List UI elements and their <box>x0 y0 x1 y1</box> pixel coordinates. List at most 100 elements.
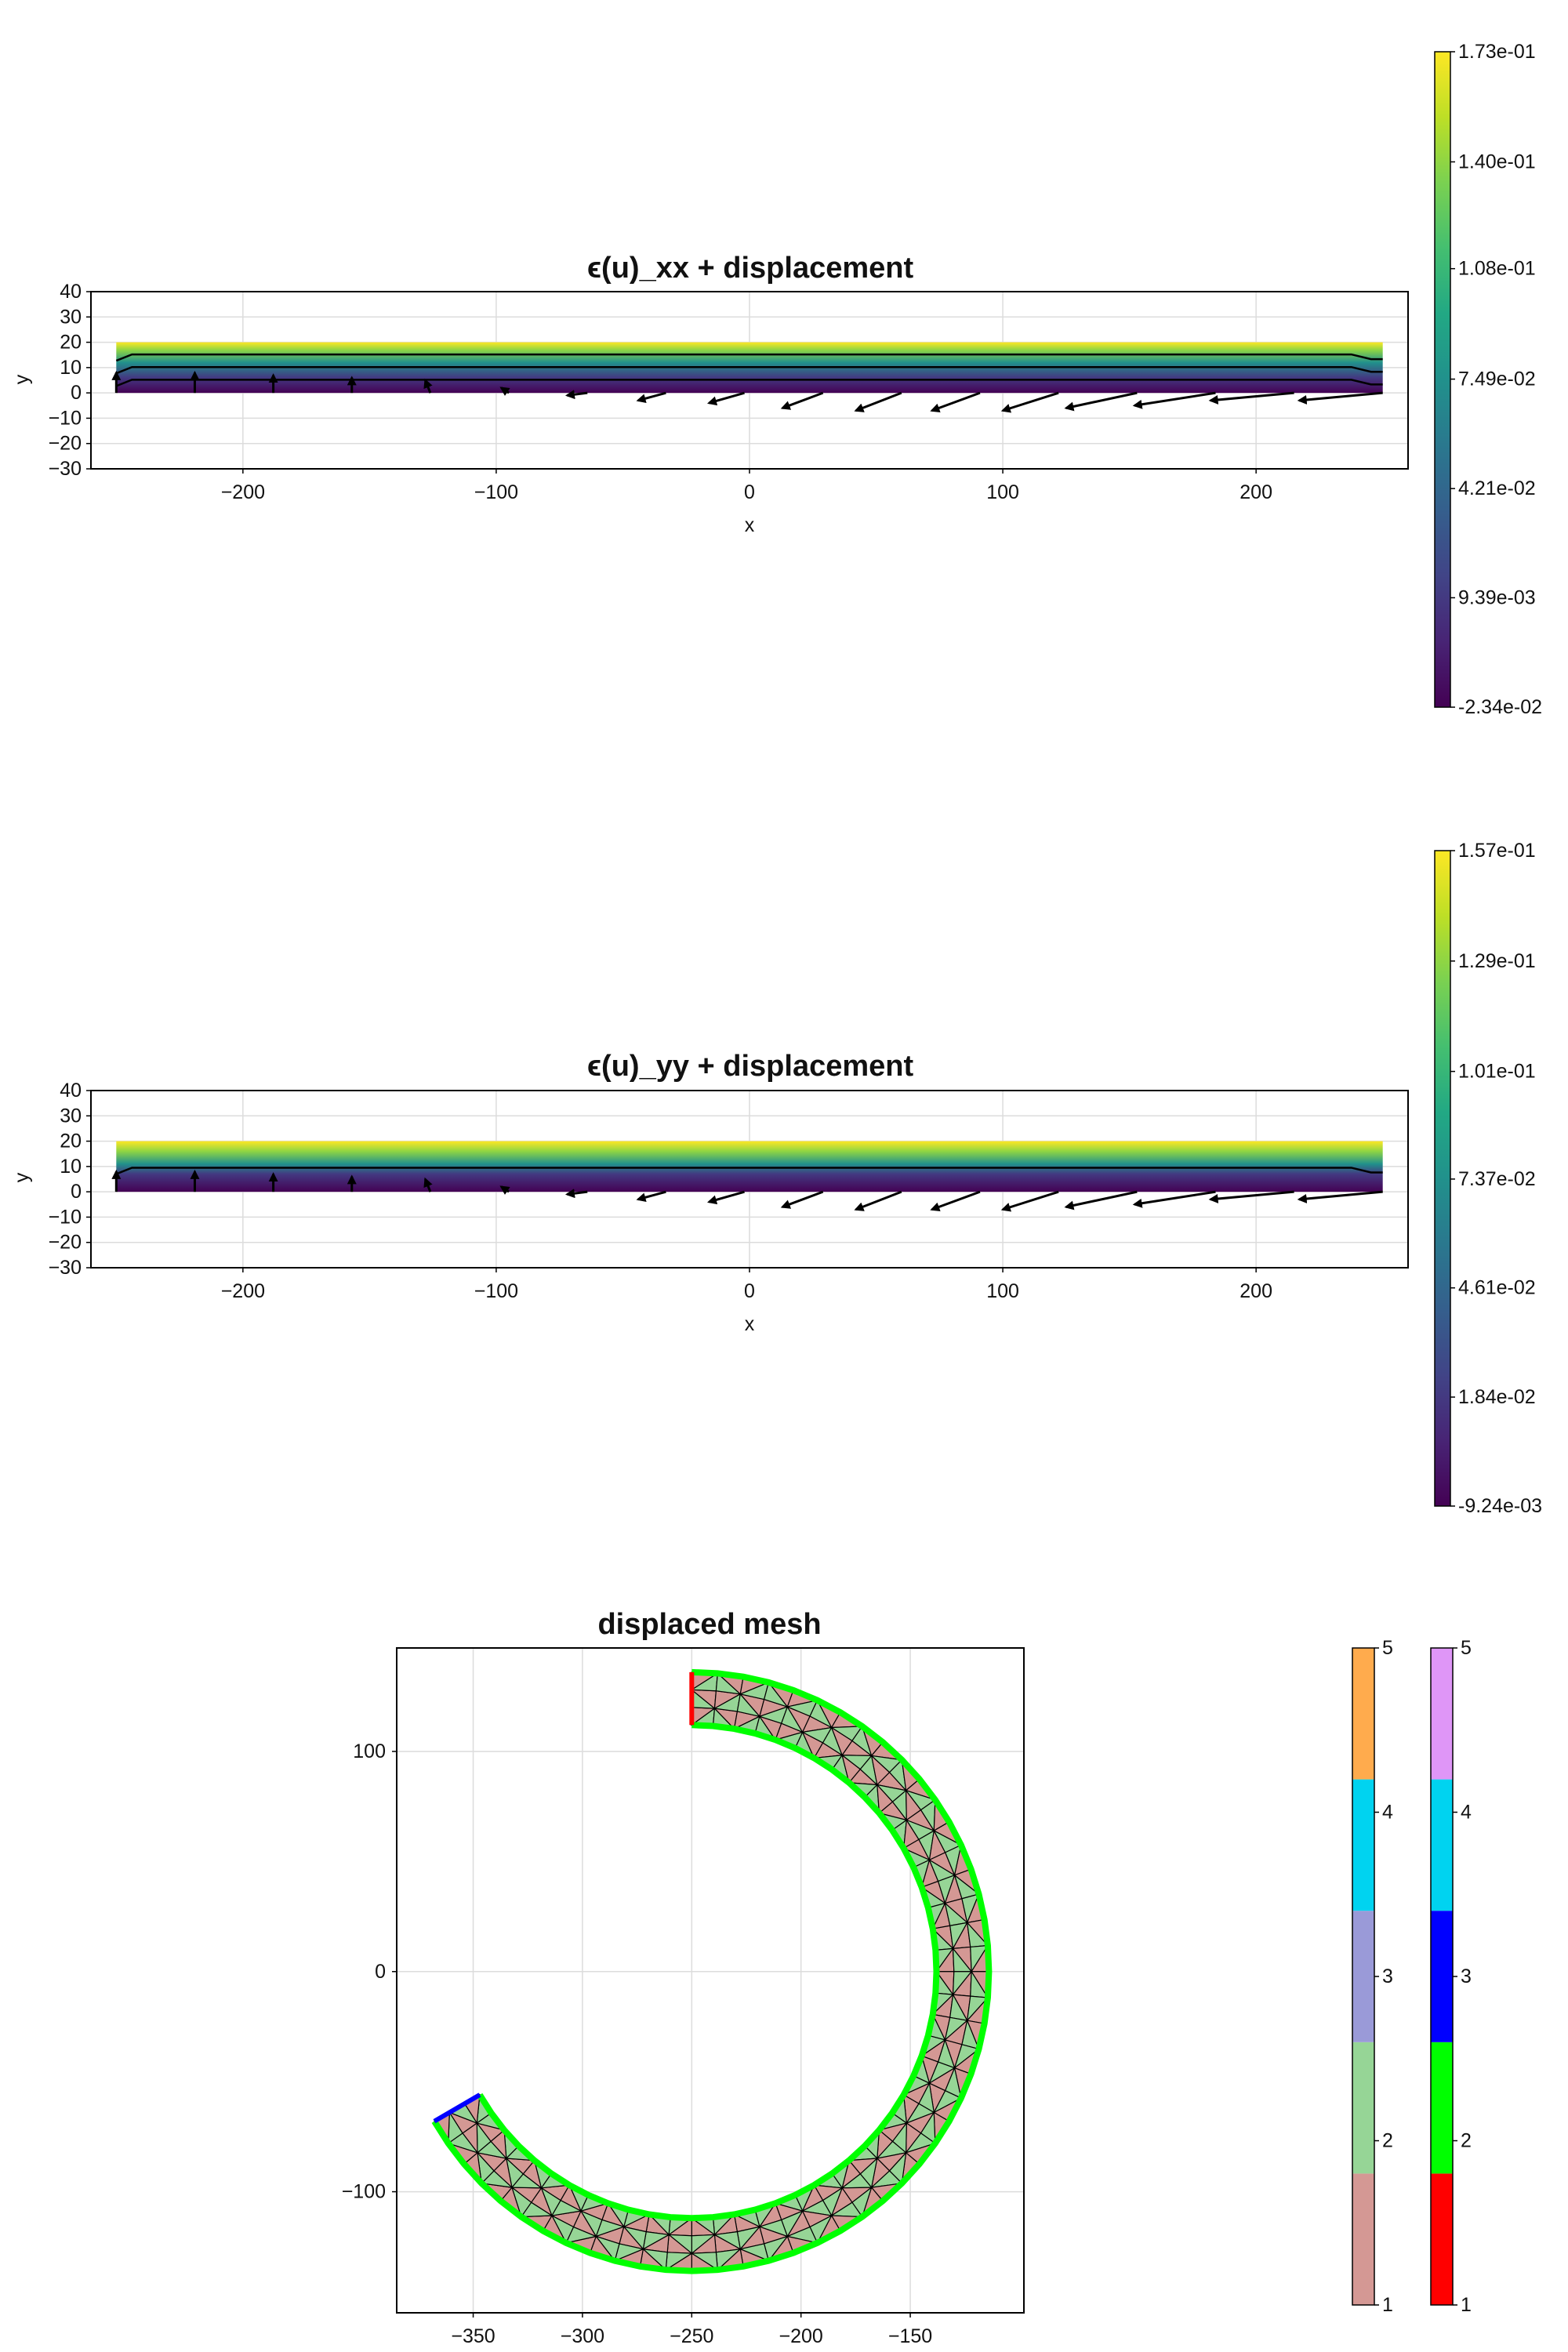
x-tick-label: 100 <box>986 1280 1019 1302</box>
y-axis-label: y <box>11 1172 33 1182</box>
colorbar-segment <box>1431 1648 1453 1780</box>
cell-colorbar: 1 2 3 4 5 <box>1352 1637 1393 2316</box>
colorbar-tick-label: 4 <box>1461 1802 1472 1824</box>
displacement-arrow <box>780 391 824 410</box>
y-tick-label: 0 <box>71 1181 82 1203</box>
x-axis-label: x <box>745 514 755 536</box>
displacement-arrows <box>111 1169 1383 1212</box>
displacement-arrow <box>930 1190 981 1212</box>
colorbar <box>1434 850 1451 1507</box>
strain-xx-panel: ϵ(u)_xx + displacement −200 −100 0 100 200 4… <box>11 41 1542 718</box>
colorbar-segment <box>1352 2173 1374 2305</box>
x-tick-label: −350 <box>451 2325 495 2347</box>
y-tick-label: 30 <box>60 1105 82 1127</box>
displacement-arrow <box>423 1177 433 1192</box>
x-tick-label: −150 <box>888 2325 932 2347</box>
field-plot <box>115 1141 1383 1192</box>
contour-line <box>115 379 1383 387</box>
colorbar-tick-label: 4 <box>1382 1802 1393 1824</box>
x-tick-labels: −200 −100 0 100 200 <box>221 1268 1272 1302</box>
strain-yy-panel: ϵ(u)_yy + displacement −200 −100 0 100 200 4… <box>11 840 1542 1517</box>
displacement-arrow <box>1000 1190 1059 1212</box>
chart-title: ϵ(u)_yy + displacement <box>587 1050 914 1083</box>
colorbar-tick-label: 1.84e-02 <box>1458 1386 1536 1408</box>
colorbar-tick-labels: -9.24e-03 1.84e-02 4.61e-02 7.37e-02 1.01e-0… <box>1450 840 1542 1517</box>
y-tick-label: 0 <box>71 382 82 404</box>
colorbar-segment <box>1431 2042 1453 2174</box>
x-tick-label: 0 <box>744 1280 755 1302</box>
colorbar-segment <box>1431 2173 1453 2305</box>
colorbar-tick-label: 3 <box>1382 1965 1393 1987</box>
y-tick-labels: 40 30 20 10 0 −10 −20 −30 <box>49 281 91 480</box>
x-tick-label: −100 <box>474 481 518 503</box>
colorbar-tick-label: 1.40e-01 <box>1458 151 1536 172</box>
field-plot <box>115 342 1383 394</box>
x-axis-label: x <box>745 1313 755 1335</box>
plot-frame <box>396 1647 1025 2314</box>
mesh-panel: displaced mesh −350 −300 −250 −200 −150 100 0… <box>342 1608 1472 2347</box>
colorbar-segment <box>1352 1779 1374 1911</box>
strain-field <box>116 1141 1383 1192</box>
displacement-arrow <box>423 378 433 394</box>
displacement-arrow <box>706 1190 745 1205</box>
x-tick-label: −300 <box>561 2325 604 2347</box>
x-tick-label: 0 <box>744 481 755 503</box>
y-tick-labels: 100 0 −100 <box>342 1740 397 2203</box>
chart-title: displaced mesh <box>597 1608 821 1641</box>
contour-line <box>115 365 1383 375</box>
displacement-arrow <box>1297 1190 1383 1203</box>
colorbar-tick-label: 5 <box>1382 1637 1393 1659</box>
displacement-arrow <box>1000 391 1059 413</box>
colorbar-tick-label: 1.01e-01 <box>1458 1061 1536 1083</box>
colorbar-tick-label: 3 <box>1461 1965 1472 1987</box>
displacement-arrow <box>780 1190 824 1209</box>
mesh-boundary <box>431 1668 993 2274</box>
displacement-arrow <box>499 387 510 397</box>
colorbar-tick-labels: -2.34e-02 9.39e-03 4.21e-02 7.49e-02 1.08e-0… <box>1450 41 1542 718</box>
y-tick-label: 30 <box>60 306 82 328</box>
y-axis-label: y <box>11 374 33 384</box>
x-tick-label: 100 <box>986 481 1019 503</box>
displacement-arrow <box>1297 391 1383 405</box>
displacement-arrow <box>565 390 588 400</box>
facet-colorbar: 1 2 3 4 5 <box>1430 1637 1472 2316</box>
displacement-arrows <box>111 370 1383 413</box>
x-tick-label: −200 <box>221 1280 265 1302</box>
displacement-arrow <box>636 1190 666 1203</box>
x-tick-label: −100 <box>474 1280 518 1302</box>
colorbar-segment <box>1352 1648 1374 1780</box>
colorbar-segment <box>1431 1779 1453 1911</box>
y-tick-label: 20 <box>60 1131 82 1152</box>
colorbar-tick-label: 1.29e-01 <box>1458 950 1536 972</box>
colorbar-tick-label: 4.61e-02 <box>1458 1277 1536 1299</box>
y-tick-label: 40 <box>60 281 82 303</box>
outer-boundary <box>431 1668 993 2274</box>
y-tick-label: −10 <box>49 1206 82 1228</box>
colorbar-tick-label: 1.73e-01 <box>1458 41 1536 63</box>
colorbar-tick-label: 1.08e-01 <box>1458 258 1536 280</box>
colorbar-tick-label: 4.21e-02 <box>1458 477 1536 499</box>
displacement-arrow <box>1064 1190 1138 1210</box>
colorbar-segment <box>1431 1911 1453 2042</box>
end-edge-boundary <box>433 2092 481 2124</box>
colorbar-tick-label: -2.34e-02 <box>1458 696 1542 718</box>
displacement-arrow <box>565 1189 588 1199</box>
displacement-arrow <box>854 1190 902 1211</box>
displacement-arrow <box>1132 1190 1216 1208</box>
y-tick-label: 20 <box>60 332 82 354</box>
y-tick-label: −30 <box>49 458 82 480</box>
colorbar-tick-label: 7.49e-02 <box>1458 368 1536 390</box>
colorbar <box>1434 51 1451 708</box>
colorbar-tick-label: 7.37e-02 <box>1458 1168 1536 1190</box>
y-tick-label: 0 <box>375 1961 386 1983</box>
contour-line <box>115 353 1383 362</box>
y-tick-label: 100 <box>353 1740 386 1762</box>
grid <box>397 1648 1024 2313</box>
colorbar-tick-label: 9.39e-03 <box>1458 586 1536 608</box>
y-tick-labels: 40 30 20 10 0 −10 −20 −30 <box>49 1080 91 1279</box>
displacement-arrow <box>636 391 666 404</box>
displacement-arrow <box>499 1185 510 1196</box>
colorbar-tick-label: -9.24e-03 <box>1458 1495 1542 1517</box>
colorbar-segment <box>1352 1911 1374 2042</box>
